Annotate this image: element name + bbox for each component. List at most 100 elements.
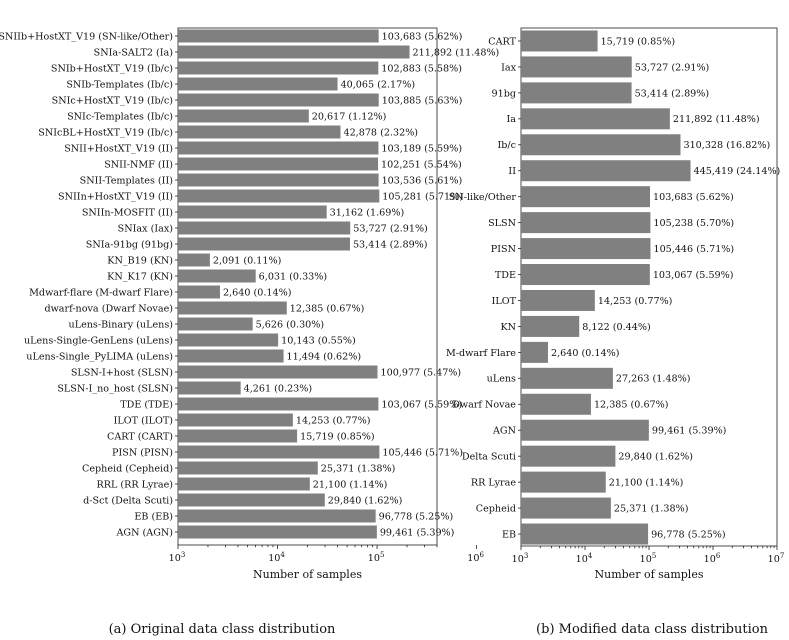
x-tick-label: 103 [512, 552, 529, 565]
value-label: 53,414 (2.89%) [353, 239, 428, 250]
value-label: 53,414 (2.89%) [635, 88, 710, 99]
category-label: SNII-NMF (II) [104, 159, 173, 170]
category-label: TDE [495, 270, 516, 281]
bar [521, 238, 651, 260]
value-label: 29,840 (1.62%) [618, 452, 693, 463]
value-label: 6,031 (0.33%) [259, 271, 327, 282]
category-label: Dwarf Novae [452, 400, 516, 411]
category-label: Ia [506, 114, 516, 125]
bar [178, 333, 279, 347]
bar [178, 109, 309, 123]
value-label: 14,253 (0.77%) [598, 296, 673, 307]
bar [178, 205, 327, 219]
value-label: 96,778 (5.25%) [651, 529, 726, 540]
bar [521, 445, 616, 467]
category-label: AGN (AGN) [115, 527, 173, 538]
category-label: II [508, 166, 516, 177]
x-tick-base: 10 [704, 554, 716, 565]
value-label: 100,977 (5.47%) [380, 367, 461, 378]
bar [178, 461, 318, 475]
category-label: Delta Scuti [462, 452, 516, 463]
category-label: Iax [501, 62, 517, 73]
bar [521, 212, 651, 234]
value-label: 8,122 (0.44%) [582, 322, 650, 333]
value-label: 14,253 (0.77%) [296, 415, 371, 426]
category-label: d-Sct (Delta Scuti) [83, 495, 173, 506]
value-label: 15,719 (0.85%) [601, 36, 676, 47]
category-label: KN_K17 (KN) [107, 271, 173, 282]
bar [178, 141, 379, 155]
value-label: 105,446 (5.71%) [382, 447, 463, 458]
x-tick-label: 104 [576, 552, 593, 565]
value-label: 53,727 (2.91%) [635, 62, 710, 73]
category-label: PISN (PISN) [112, 447, 173, 458]
bar [178, 381, 241, 395]
bar [178, 45, 410, 59]
bar [178, 77, 338, 91]
x-tick-exponent: 7 [780, 552, 784, 560]
bar [521, 523, 649, 545]
bar [178, 269, 256, 283]
category-label: SLSN-I+host (SLSN) [71, 367, 173, 378]
bar [521, 289, 595, 311]
value-label: 99,461 (5.39%) [652, 426, 727, 437]
category-label: SNIIn+HostXT_V19 (II) [58, 191, 173, 202]
bar [178, 493, 325, 507]
value-label: 445,419 (24.14%) [694, 166, 781, 177]
bar [521, 30, 598, 52]
x-tick-exponent: 3 [181, 551, 185, 559]
value-label: 20,617 (1.12%) [312, 111, 387, 122]
category-label: Cepheid [476, 503, 516, 514]
category-label: SLSN [488, 218, 516, 229]
category-label: ILOT (ILOT) [114, 415, 173, 426]
value-label: 12,385 (0.67%) [290, 303, 365, 314]
x-tick-base: 10 [368, 553, 380, 564]
value-label: 310,328 (16.82%) [683, 140, 770, 151]
bar [178, 413, 293, 427]
category-label: SNIc+HostXT_V19 (Ib/c) [52, 95, 173, 106]
category-label: SNII-Templates (II) [80, 175, 173, 186]
category-label: CART [488, 36, 516, 47]
value-label: 103,885 (5.63%) [382, 95, 463, 106]
bar [178, 429, 298, 443]
bar [521, 367, 613, 389]
bar [178, 157, 379, 171]
category-label: SNIIb+HostXT_V19 (SN-like/Other) [0, 31, 173, 42]
x-tick-exponent: 6 [479, 551, 484, 559]
category-label: uLens-Single_PyLIMA (uLens) [26, 351, 173, 362]
x-tick-exponent: 5 [380, 551, 384, 559]
x-tick-label: 104 [268, 551, 285, 564]
panel-modified: CART 15,719 (0.85%) Iax 53,727 (2.91%) 91bg 5… [446, 27, 784, 637]
value-label: 53,727 (2.91%) [353, 223, 428, 234]
x-tick-exponent: 4 [588, 552, 593, 560]
category-label: M-dwarf Flare [446, 348, 516, 359]
category-label: uLens [487, 374, 516, 385]
category-label: uLens-Single-GenLens (uLens) [24, 335, 173, 346]
category-label: Mdwarf-flare (M-dwarf Flare) [29, 287, 173, 298]
x-tick-label: 106 [704, 552, 721, 565]
bar [178, 237, 350, 251]
category-label: ILOT [492, 296, 517, 307]
x-axis-label: Number of samples [595, 568, 704, 581]
bar [178, 397, 379, 411]
category-label: SNIax (Iax) [118, 223, 173, 234]
x-tick-label: 103 [169, 551, 186, 564]
value-label: 211,892 (11.48%) [673, 114, 760, 125]
x-tick-base: 10 [512, 554, 524, 565]
value-label: 27,263 (1.48%) [616, 374, 691, 385]
value-label: 31,162 (1.69%) [330, 207, 405, 218]
category-label: RR Lyrae [471, 478, 516, 489]
value-label: 211,892 (11.48%) [413, 47, 500, 58]
category-label: PISN [491, 244, 516, 255]
bar [178, 285, 220, 299]
category-label: SNIa-91bg (91bg) [86, 239, 173, 250]
category-label: TDE (TDE) [120, 399, 173, 410]
x-tick-base: 10 [576, 554, 588, 565]
value-label: 102,883 (5.58%) [381, 63, 462, 74]
category-label: AGN [492, 426, 516, 437]
bar [521, 108, 670, 130]
category-label: 91bg [492, 88, 517, 99]
bar [178, 29, 379, 43]
bar [178, 349, 284, 363]
category-label: Cepheid (Cepheid) [82, 463, 173, 474]
